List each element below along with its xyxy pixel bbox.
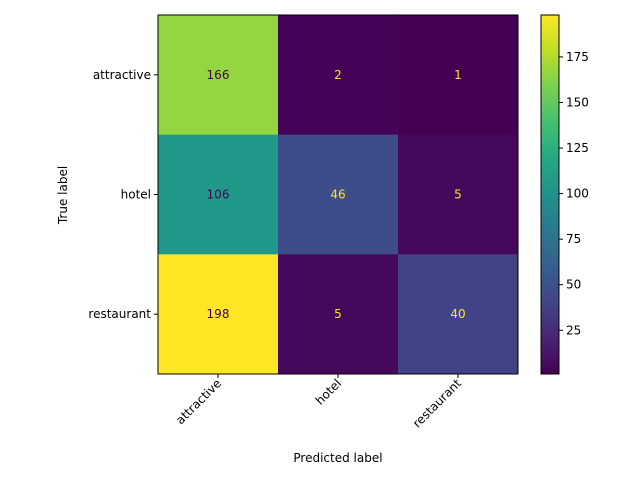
cell-value-label: 5 — [454, 188, 462, 202]
y-tick-label: hotel — [121, 188, 151, 202]
heatmap-cell-attractive-hotel — [278, 15, 399, 136]
x-axis-ticks: attractive hotel restaurant — [173, 374, 464, 430]
heatmap-cell-attractive-restaurant — [398, 15, 519, 136]
colorbar-tick-label: 50 — [566, 278, 581, 292]
colorbar-ticks: 25 50 75 100 125 150 175 — [559, 50, 589, 337]
x-axis-label: Predicted label — [293, 451, 382, 465]
heatmap-cells: 166 2 1 106 46 5 198 5 40 — [158, 15, 519, 375]
heatmap-cell-restaurant-restaurant — [398, 254, 519, 375]
x-tick-label: hotel — [313, 376, 344, 407]
heatmap-cell-hotel-hotel — [278, 134, 399, 255]
colorbar-tick-label: 100 — [566, 187, 589, 201]
cell-value-label: 46 — [330, 188, 345, 202]
cell-value-label: 166 — [207, 68, 230, 82]
y-axis-label: True label — [56, 166, 70, 225]
heatmap-cell-hotel-attractive — [158, 134, 279, 255]
colorbar-tick-label: 150 — [566, 95, 589, 109]
cell-value-label: 2 — [334, 68, 342, 82]
colorbar-tick-label: 25 — [566, 323, 581, 337]
cell-value-label: 40 — [450, 307, 465, 321]
colorbar-tick-label: 75 — [566, 232, 581, 246]
cell-value-label: 198 — [207, 307, 230, 321]
cell-value-label: 1 — [454, 68, 462, 82]
cell-value-label: 5 — [334, 307, 342, 321]
cell-value-label: 106 — [207, 188, 230, 202]
x-tick-label: restaurant — [410, 376, 464, 430]
heatmap-cell-attractive-attractive — [158, 15, 279, 136]
y-tick-label: attractive — [93, 68, 151, 82]
heatmap-cell-restaurant-hotel — [278, 254, 399, 375]
heatmap-cell-hotel-restaurant — [398, 134, 519, 255]
y-tick-label: restaurant — [88, 307, 151, 321]
y-axis-ticks: attractive hotel restaurant — [88, 68, 158, 321]
colorbar — [540, 14, 560, 375]
colorbar-tick-label: 125 — [566, 141, 589, 155]
colorbar-tick-label: 175 — [566, 50, 589, 64]
x-tick-label: attractive — [173, 376, 224, 427]
heatmap-cell-restaurant-attractive — [158, 254, 279, 375]
